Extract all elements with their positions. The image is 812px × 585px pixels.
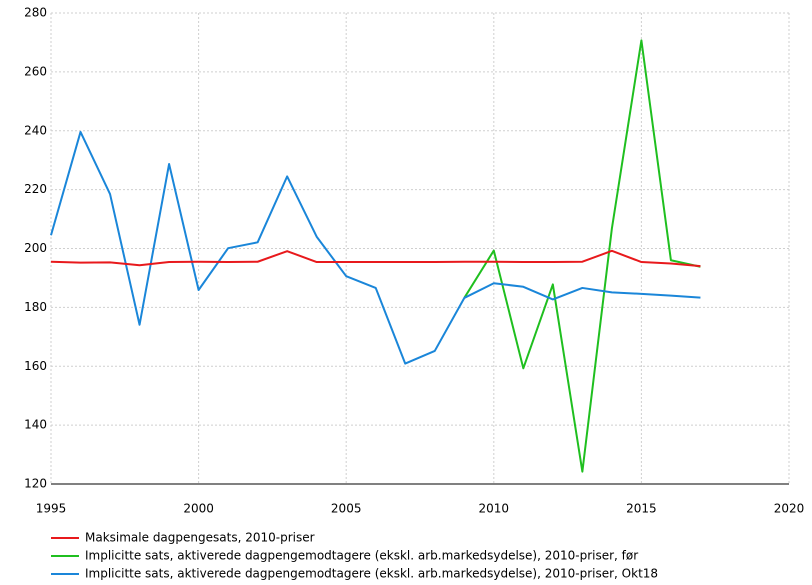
x-tick-label: 2020 xyxy=(774,502,805,516)
y-tick-label: 200 xyxy=(24,241,47,255)
y-tick-label: 260 xyxy=(24,64,47,78)
x-tick-label: 2010 xyxy=(479,502,510,516)
y-tick-label: 140 xyxy=(24,418,47,432)
y-tick-label: 120 xyxy=(24,477,47,491)
x-tick-label: 2000 xyxy=(183,502,214,516)
series-line xyxy=(50,249,701,268)
y-tick-label: 220 xyxy=(24,182,47,196)
y-tick-label: 160 xyxy=(24,359,47,373)
y-tick-label: 180 xyxy=(24,300,47,314)
x-tick-label: 2005 xyxy=(331,502,362,516)
series-line xyxy=(50,130,701,365)
legend-label: Implicitte sats, aktiverede dagpengemodt… xyxy=(85,567,658,581)
y-tick-label: 280 xyxy=(24,6,47,20)
legend-label: Implicitte sats, aktiverede dagpengemodt… xyxy=(85,549,638,563)
legend-label: Maksimale dagpengesats, 2010-priser xyxy=(85,531,315,545)
x-tick-label: 1995 xyxy=(36,502,67,516)
series-line xyxy=(463,39,701,473)
y-tick-label: 240 xyxy=(24,123,47,137)
x-tick-label: 2015 xyxy=(626,502,657,516)
